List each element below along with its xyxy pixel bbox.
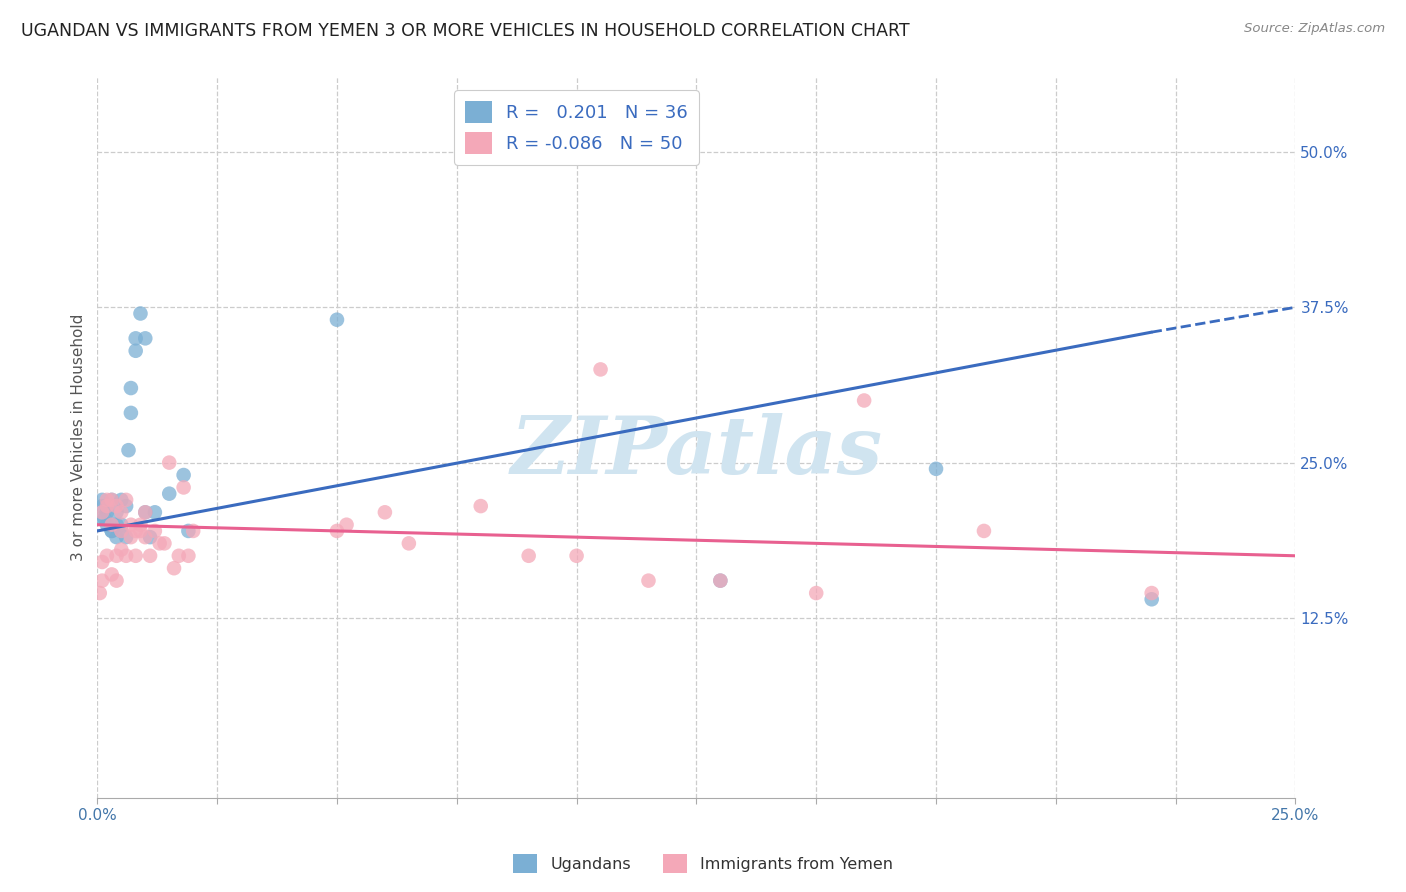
Point bbox=[100, 517, 122, 532]
Point bbox=[91, 499, 114, 513]
Point bbox=[157, 456, 180, 470]
Point bbox=[91, 555, 114, 569]
Point bbox=[139, 549, 162, 563]
Point bbox=[105, 549, 128, 563]
Legend: Ugandans, Immigrants from Yemen: Ugandans, Immigrants from Yemen bbox=[508, 847, 898, 880]
Point bbox=[100, 567, 122, 582]
Text: Source: ZipAtlas.com: Source: ZipAtlas.com bbox=[1244, 22, 1385, 36]
Point bbox=[110, 492, 132, 507]
Point bbox=[110, 517, 132, 532]
Point bbox=[167, 549, 190, 563]
Point bbox=[91, 505, 114, 519]
Point bbox=[96, 517, 118, 532]
Point bbox=[105, 530, 128, 544]
Point bbox=[173, 468, 195, 483]
Point bbox=[96, 499, 118, 513]
Point bbox=[96, 549, 118, 563]
Point bbox=[110, 542, 132, 557]
Legend: R =   0.201   N = 36, R = -0.086   N = 50: R = 0.201 N = 36, R = -0.086 N = 50 bbox=[454, 90, 699, 165]
Point bbox=[589, 362, 612, 376]
Point bbox=[181, 524, 204, 538]
Point bbox=[134, 505, 156, 519]
Point bbox=[100, 524, 122, 538]
Point bbox=[157, 486, 180, 500]
Point bbox=[89, 586, 111, 600]
Point bbox=[115, 492, 138, 507]
Point bbox=[143, 524, 166, 538]
Point bbox=[125, 343, 148, 358]
Point bbox=[105, 505, 128, 519]
Point bbox=[91, 492, 114, 507]
Point bbox=[100, 524, 122, 538]
Point bbox=[143, 505, 166, 519]
Point bbox=[470, 499, 492, 513]
Point bbox=[105, 499, 128, 513]
Point bbox=[1140, 592, 1163, 607]
Point bbox=[139, 530, 162, 544]
Point bbox=[925, 462, 948, 476]
Point bbox=[129, 524, 152, 538]
Point bbox=[110, 505, 132, 519]
Point bbox=[565, 549, 588, 563]
Point bbox=[134, 530, 156, 544]
Point bbox=[149, 536, 172, 550]
Point bbox=[173, 480, 195, 494]
Point bbox=[134, 505, 156, 519]
Point bbox=[163, 561, 186, 575]
Point bbox=[96, 505, 118, 519]
Point bbox=[93, 511, 115, 525]
Point bbox=[326, 524, 349, 538]
Point bbox=[125, 549, 148, 563]
Point bbox=[100, 492, 122, 507]
Point bbox=[120, 381, 142, 395]
Point bbox=[100, 517, 122, 532]
Point bbox=[177, 524, 200, 538]
Point bbox=[806, 586, 828, 600]
Point bbox=[120, 406, 142, 420]
Point bbox=[115, 530, 138, 544]
Point bbox=[374, 505, 396, 519]
Point bbox=[326, 312, 349, 326]
Point bbox=[100, 492, 122, 507]
Point bbox=[105, 517, 128, 532]
Text: UGANDAN VS IMMIGRANTS FROM YEMEN 3 OR MORE VEHICLES IN HOUSEHOLD CORRELATION CHA: UGANDAN VS IMMIGRANTS FROM YEMEN 3 OR MO… bbox=[21, 22, 910, 40]
Point bbox=[96, 492, 118, 507]
Point bbox=[90, 511, 112, 525]
Point bbox=[120, 530, 142, 544]
Point bbox=[1140, 586, 1163, 600]
Point bbox=[177, 549, 200, 563]
Point bbox=[853, 393, 876, 408]
Point bbox=[637, 574, 659, 588]
Point bbox=[134, 331, 156, 345]
Point bbox=[129, 306, 152, 320]
Point bbox=[973, 524, 995, 538]
Point bbox=[335, 517, 357, 532]
Text: ZIPatlas: ZIPatlas bbox=[510, 413, 883, 491]
Point bbox=[398, 536, 420, 550]
Point bbox=[110, 524, 132, 538]
Y-axis label: 3 or more Vehicles in Household: 3 or more Vehicles in Household bbox=[72, 314, 86, 561]
Point bbox=[115, 499, 138, 513]
Point bbox=[117, 443, 139, 458]
Point bbox=[120, 517, 142, 532]
Point bbox=[96, 499, 118, 513]
Point bbox=[709, 574, 731, 588]
Point bbox=[110, 524, 132, 538]
Point bbox=[91, 574, 114, 588]
Point bbox=[105, 574, 128, 588]
Point bbox=[125, 331, 148, 345]
Point bbox=[153, 536, 176, 550]
Point bbox=[129, 517, 152, 532]
Point bbox=[517, 549, 540, 563]
Point bbox=[115, 549, 138, 563]
Point bbox=[125, 524, 148, 538]
Point bbox=[709, 574, 731, 588]
